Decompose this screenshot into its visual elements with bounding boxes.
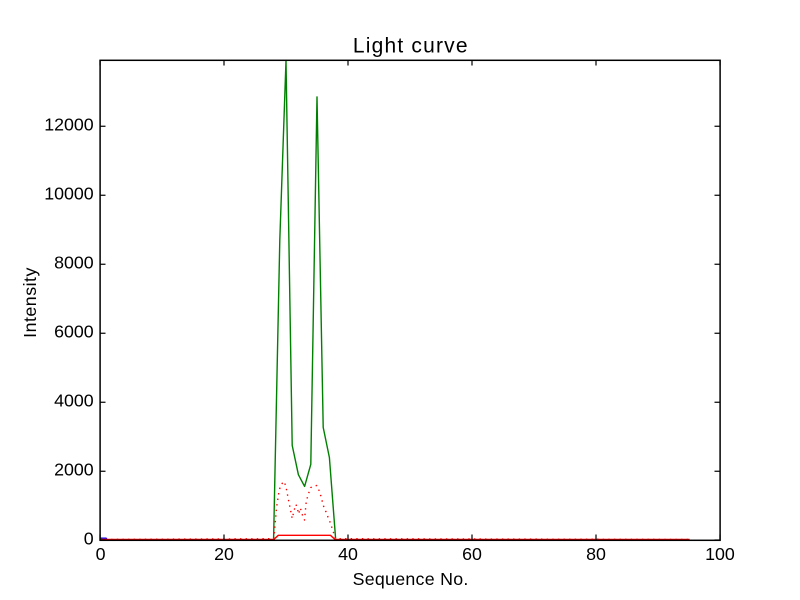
svg-text:0: 0 (96, 544, 106, 564)
svg-text:0: 0 (84, 529, 94, 549)
svg-text:Light curve: Light curve (353, 35, 469, 58)
svg-text:4000: 4000 (54, 391, 94, 411)
svg-text:40: 40 (338, 544, 358, 564)
svg-text:2000: 2000 (54, 460, 94, 480)
svg-text:Sequence No.: Sequence No. (353, 569, 469, 589)
svg-text:10000: 10000 (44, 184, 94, 204)
svg-text:80: 80 (586, 544, 606, 564)
svg-text:60: 60 (462, 544, 482, 564)
svg-text:Intensity: Intensity (20, 267, 40, 338)
svg-text:100: 100 (705, 544, 735, 564)
svg-text:6000: 6000 (54, 322, 94, 342)
svg-text:20: 20 (214, 544, 234, 564)
svg-text:12000: 12000 (44, 115, 94, 135)
svg-text:8000: 8000 (54, 253, 94, 273)
